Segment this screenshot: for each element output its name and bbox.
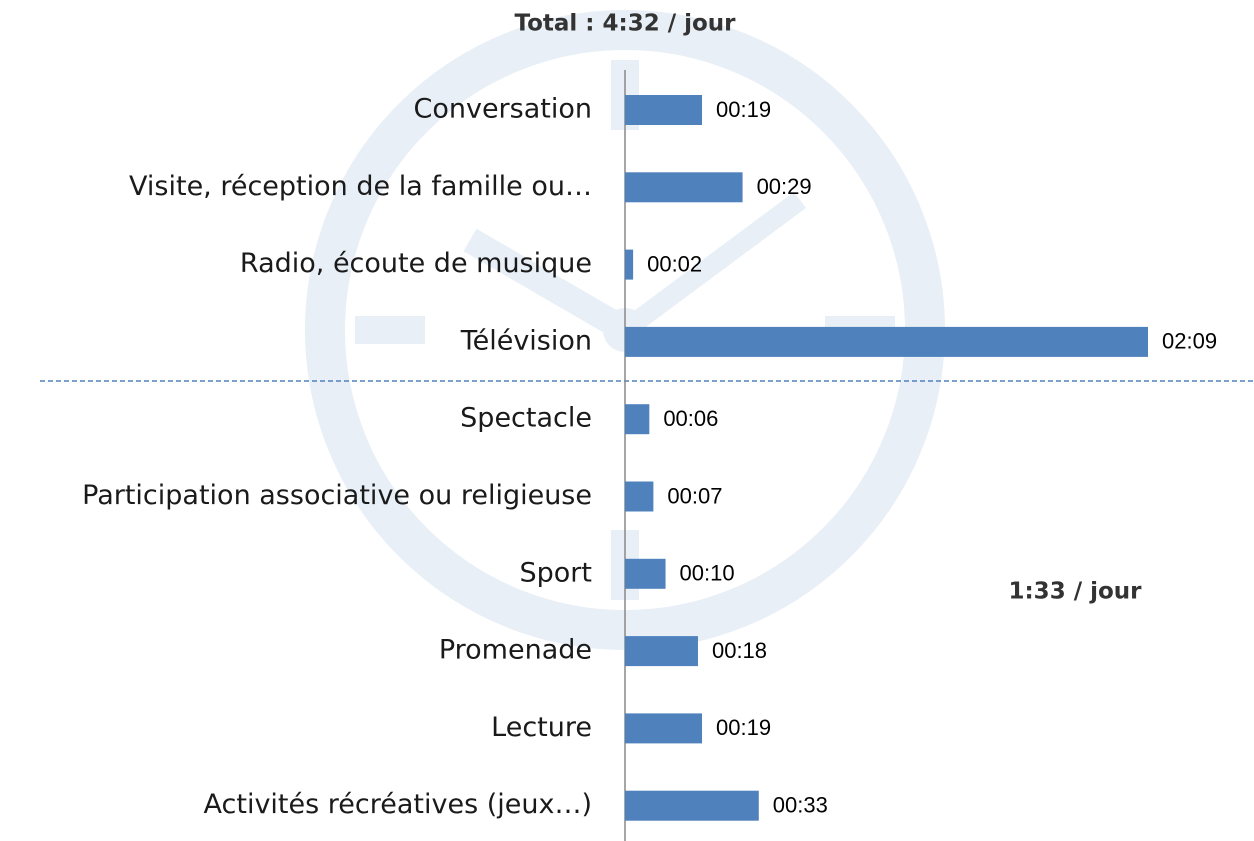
bar xyxy=(625,249,634,280)
value-label: 00:02 xyxy=(647,251,702,276)
value-label: 00:18 xyxy=(712,638,767,663)
bar xyxy=(625,326,1148,357)
bar xyxy=(625,481,654,512)
value-label: 00:10 xyxy=(680,561,735,586)
bar xyxy=(625,404,650,435)
value-label: 02:09 xyxy=(1162,329,1217,354)
category-label: Promenade xyxy=(439,635,592,666)
category-label: Sport xyxy=(520,557,592,588)
bar xyxy=(625,172,743,203)
bar xyxy=(625,636,698,667)
value-label: 00:33 xyxy=(773,793,828,818)
value-label: 00:19 xyxy=(716,715,771,740)
bar xyxy=(625,558,666,589)
chart-title: Total : 4:32 / jour xyxy=(514,11,736,37)
value-label: 00:06 xyxy=(663,406,718,431)
category-label: Lecture xyxy=(491,712,592,743)
category-label: Spectacle xyxy=(460,403,592,434)
value-label: 00:19 xyxy=(716,97,771,122)
value-label: 00:29 xyxy=(757,174,812,199)
category-label: Radio, écoute de musique xyxy=(240,248,592,279)
bar xyxy=(625,713,703,744)
category-label: Télévision xyxy=(460,325,592,356)
value-label: 00:07 xyxy=(667,483,722,508)
category-label: Activités récréatives (jeux…) xyxy=(204,789,592,820)
annotation: 1:33 / jour xyxy=(1008,579,1142,605)
category-label: Conversation xyxy=(413,94,592,125)
bar xyxy=(625,95,703,125)
category-label: Visite, réception de la famille ou… xyxy=(129,171,592,202)
category-label: Participation associative ou religieuse xyxy=(82,480,592,511)
bar xyxy=(625,790,759,821)
